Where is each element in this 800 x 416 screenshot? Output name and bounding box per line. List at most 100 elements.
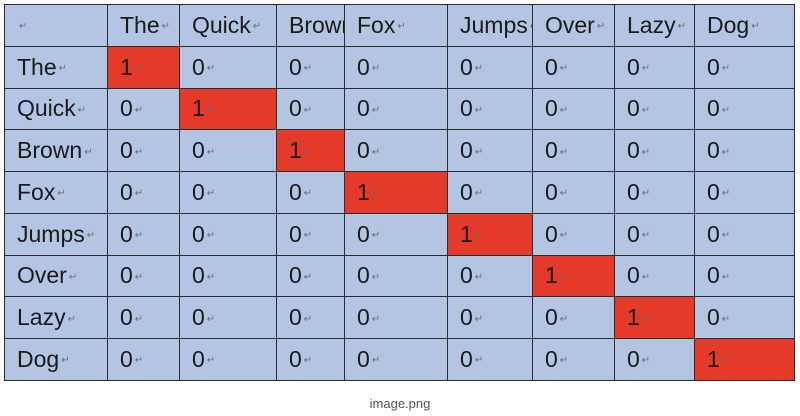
matrix-cell-text: 0 — [460, 53, 473, 80]
paragraph-mark-icon: ↵ — [134, 355, 144, 367]
matrix-cell: 1 ↵ — [179, 87, 277, 131]
matrix-cell-text: 0 — [627, 346, 640, 373]
matrix-cell-text: 0 — [707, 53, 720, 80]
paragraph-mark-icon: ↵ — [559, 271, 569, 283]
paragraph-mark-icon: ↵ — [474, 146, 484, 158]
paragraph-mark-icon: ↵ — [134, 104, 144, 116]
matrix-cell: 0 ↵ — [694, 212, 795, 256]
matrix-cell: 0 ↵ — [694, 254, 795, 298]
matrix-cell-text: 0 — [192, 304, 205, 331]
table-row: The ↵ 1 ↵ 0 ↵ 0 ↵ 0 ↵ 0 ↵ 0 ↵ 0 ↵ 0 ↵ — [4, 45, 795, 89]
column-header-text: Quick — [192, 11, 251, 38]
column-header: Lazy ↵ — [614, 4, 695, 47]
paragraph-mark-icon: ↵ — [206, 188, 216, 200]
column-header-text: Dog — [707, 11, 750, 38]
matrix-cell: 0 ↵ — [276, 87, 345, 131]
column-header-text: Brown — [289, 11, 344, 38]
one-hot-table-container: ↵The↵Quick↵Brown↵Fox↵Jumps↵Over↵Lazy↵Dog… — [4, 4, 795, 381]
matrix-cell-text: 0 — [545, 346, 558, 373]
matrix-cell: 0 ↵ — [447, 296, 533, 340]
matrix-cell-text: 0 — [120, 262, 133, 289]
matrix-cell-text: 0 — [545, 304, 558, 331]
row-header: The ↵ — [4, 45, 108, 89]
matrix-cell-text: 0 — [707, 262, 720, 289]
matrix-cell: 0 ↵ — [344, 212, 448, 256]
matrix-cell: 0 ↵ — [532, 129, 615, 173]
matrix-cell: 0 ↵ — [276, 254, 345, 298]
matrix-cell-text: 0 — [192, 262, 205, 289]
row-header-text: Brown — [17, 137, 83, 164]
matrix-cell-text: 1 — [460, 220, 473, 247]
image-caption: image.png — [369, 396, 431, 411]
paragraph-mark-icon: ↵ — [303, 230, 313, 242]
matrix-cell-text: 0 — [357, 220, 370, 247]
matrix-cell-text: 0 — [545, 95, 558, 122]
paragraph-mark-icon: ↵ — [303, 63, 313, 75]
paragraph-mark-icon: ↵ — [721, 355, 731, 367]
paragraph-mark-icon: ↵ — [559, 63, 569, 75]
paragraph-mark-icon: ↵ — [161, 21, 171, 33]
paragraph-mark-icon: ↵ — [559, 146, 569, 158]
paragraph-mark-icon: ↵ — [559, 188, 569, 200]
row-header-text: Over — [17, 262, 67, 289]
matrix-cell-text: 0 — [357, 137, 370, 164]
paragraph-mark-icon: ↵ — [57, 188, 66, 200]
matrix-cell-text: 0 — [460, 346, 473, 373]
matrix-cell: 0 ↵ — [107, 87, 180, 131]
column-header-text: Over — [545, 11, 595, 38]
matrix-cell: 0 ↵ — [694, 87, 795, 131]
matrix-cell-text: 0 — [545, 178, 558, 205]
column-header: Quick ↵ — [179, 4, 277, 47]
matrix-cell-text: 1 — [545, 262, 558, 289]
matrix-cell-text: 0 — [707, 137, 720, 164]
paragraph-mark-icon: ↵ — [474, 313, 484, 325]
matrix-cell: 0 ↵ — [179, 254, 277, 298]
matrix-cell: 0 ↵ — [276, 212, 345, 256]
matrix-cell-text: 0 — [289, 304, 302, 331]
paragraph-mark-icon: ↵ — [68, 271, 78, 283]
matrix-cell: 0 ↵ — [694, 129, 795, 173]
matrix-cell: 0 ↵ — [179, 296, 277, 340]
column-header-text: Fox — [357, 11, 396, 38]
header-row: ↵The↵Quick↵Brown↵Fox↵Jumps↵Over↵Lazy↵Dog… — [4, 4, 795, 47]
paragraph-mark-icon: ↵ — [77, 104, 87, 116]
matrix-cell: 1 ↵ — [447, 212, 533, 256]
matrix-cell: 0 ↵ — [344, 254, 448, 298]
column-header: Dog ↵ — [694, 4, 795, 47]
matrix-cell-text: 0 — [120, 95, 133, 122]
matrix-cell: 1 ↵ — [532, 254, 615, 298]
paragraph-mark-icon: ↵ — [641, 188, 651, 200]
paragraph-mark-icon: ↵ — [397, 21, 406, 33]
column-header: The ↵ — [107, 4, 180, 47]
paragraph-mark-icon: ↵ — [371, 146, 381, 158]
matrix-cell-text: 0 — [357, 346, 370, 373]
matrix-cell: 0 ↵ — [344, 87, 448, 131]
matrix-cell: 1 ↵ — [694, 338, 795, 381]
matrix-cell: 0 ↵ — [614, 212, 695, 256]
paragraph-mark-icon: ↵ — [474, 355, 484, 367]
matrix-cell-text: 0 — [120, 304, 133, 331]
matrix-cell-text: 0 — [357, 262, 370, 289]
matrix-cell-text: 0 — [289, 178, 302, 205]
matrix-cell: 0 ↵ — [107, 171, 180, 214]
paragraph-mark-icon: ↵ — [303, 355, 313, 367]
paragraph-mark-icon: ↵ — [19, 21, 28, 33]
paragraph-mark-icon: ↵ — [559, 313, 569, 325]
matrix-cell: 0 ↵ — [276, 338, 345, 381]
paragraph-mark-icon: ↵ — [371, 230, 381, 242]
matrix-cell: 0 ↵ — [344, 296, 448, 340]
matrix-cell-text: 0 — [289, 53, 302, 80]
matrix-cell: 1 ↵ — [344, 171, 448, 214]
matrix-cell: 1 ↵ — [614, 296, 695, 340]
paragraph-mark-icon: ↵ — [84, 146, 93, 158]
matrix-cell: 0 ↵ — [447, 171, 533, 214]
row-header-text: Fox — [17, 178, 56, 205]
row-header: Quick ↵ — [4, 87, 108, 131]
paragraph-mark-icon: ↵ — [134, 146, 144, 158]
matrix-cell: 0 ↵ — [107, 296, 180, 340]
paragraph-mark-icon: ↵ — [530, 21, 532, 32]
column-header: Brown↵ — [276, 4, 345, 47]
matrix-cell: 0 ↵ — [179, 129, 277, 173]
row-header: Jumps ↵ — [4, 212, 108, 256]
paragraph-mark-icon: ↵ — [303, 313, 313, 325]
